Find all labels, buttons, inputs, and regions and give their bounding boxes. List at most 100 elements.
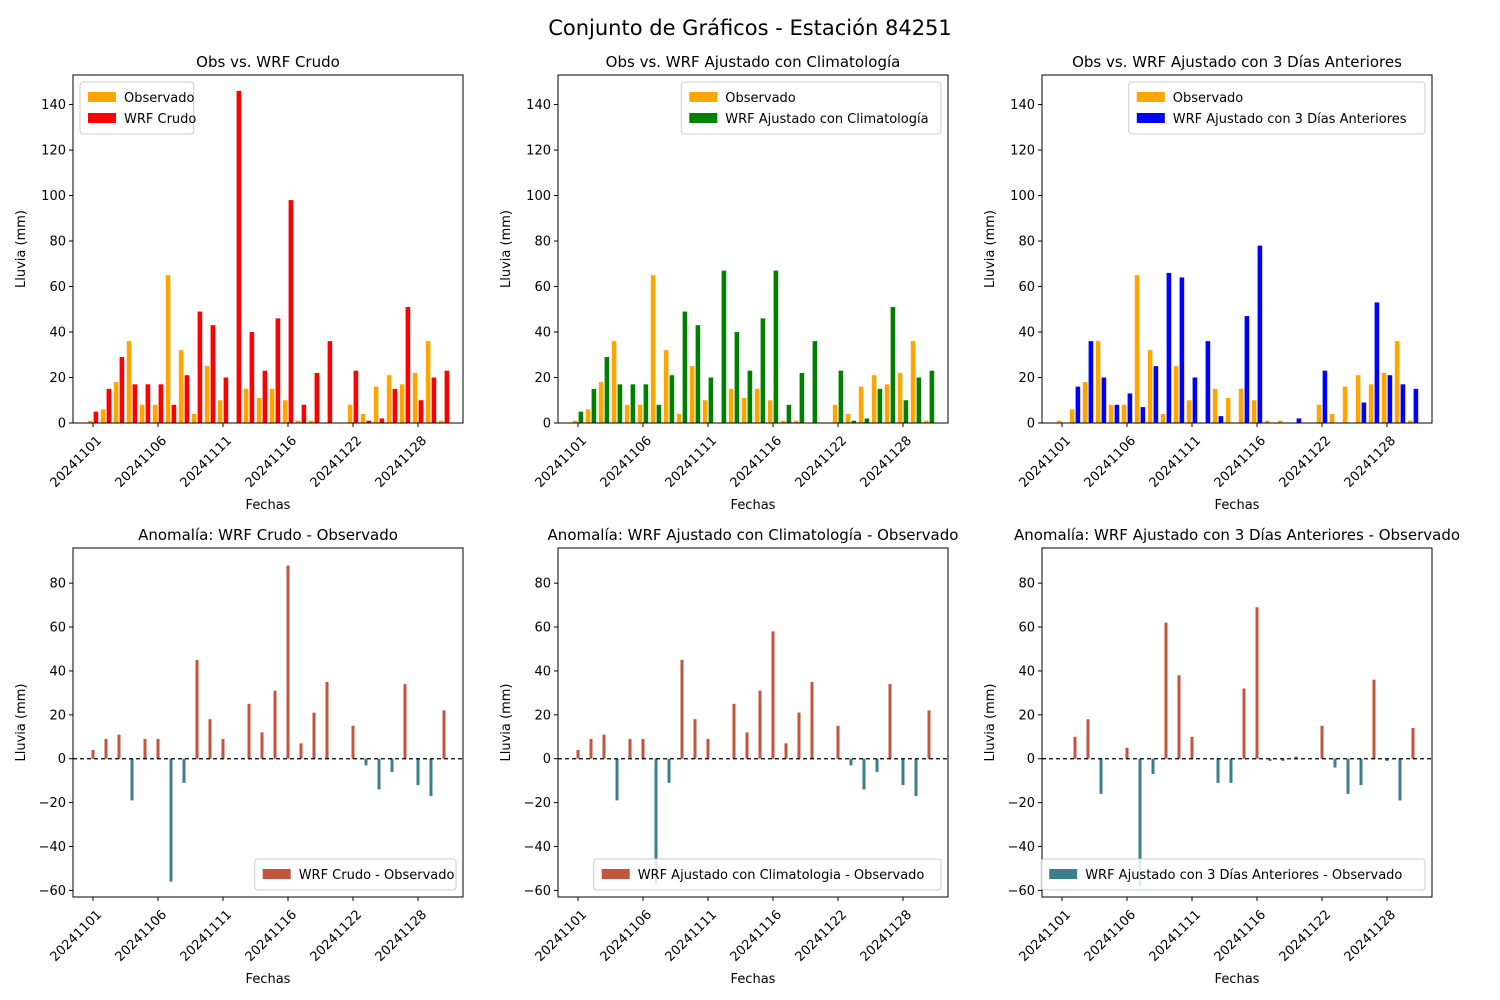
bar-wrf	[812, 341, 818, 423]
y-tick-label: 80	[1018, 235, 1035, 250]
bar-wrf	[578, 411, 584, 423]
bar-anomaly	[1320, 725, 1324, 759]
bar-anomaly	[325, 681, 329, 759]
x-tick-label: 20241128	[373, 433, 430, 490]
bar-wrf	[695, 325, 701, 423]
bar-anomaly	[1398, 758, 1402, 801]
bar-observado	[113, 382, 119, 423]
bar-observado	[282, 400, 288, 423]
bar-anomaly	[403, 684, 407, 759]
y-tick-label: −20	[524, 796, 551, 811]
bar-anomaly	[377, 758, 381, 790]
legend: Observado WRF Ajustado con Climatología	[680, 81, 942, 135]
bar-observado	[386, 375, 392, 423]
bar-wrf	[158, 384, 164, 423]
legend-label: WRF Ajustado con 3 Días Anteriores	[1173, 112, 1407, 127]
subplot-6: Anomalía: WRF Ajustado con 3 Días Anteri…	[983, 526, 1460, 987]
legend: Observado WRF Crudo	[79, 81, 196, 135]
y-tick-label: 80	[534, 235, 551, 250]
y-axis-label: Lluvia (mm)	[14, 684, 29, 762]
y-tick-label: 140	[1010, 98, 1035, 113]
x-tick-label: 20241116	[243, 433, 300, 490]
y-tick-label: 40	[49, 664, 66, 679]
bar-wrf	[1387, 375, 1393, 423]
bar-anomaly	[1333, 758, 1337, 768]
bar-wrf	[1127, 393, 1133, 423]
bar-observado	[637, 404, 643, 423]
y-tick-label: 120	[526, 144, 551, 159]
subplot-5: Anomalía: WRF Ajustado con Climatología …	[499, 526, 958, 987]
subplot-title: Obs vs. WRF Ajustado con Climatología	[606, 53, 901, 71]
x-axis-label: Fechas	[731, 972, 776, 987]
y-tick-label: 20	[534, 708, 551, 723]
bar-observado	[1238, 388, 1244, 423]
bar-observado	[1212, 388, 1218, 423]
bar-observado	[360, 413, 366, 423]
x-tick-label: 20241122	[308, 907, 365, 964]
bar-wrf	[1257, 245, 1263, 423]
x-axis-label: Fechas	[731, 498, 776, 513]
bar-observado	[845, 413, 851, 423]
bar-anomaly	[1164, 622, 1168, 759]
y-tick-label: 60	[49, 280, 66, 295]
bar-observado	[204, 366, 210, 423]
axes-frame	[72, 74, 464, 424]
bar-wrf	[604, 357, 610, 423]
y-tick-label: 20	[49, 371, 66, 386]
bar-observado	[1368, 384, 1374, 423]
bar-observado	[399, 384, 405, 423]
y-tick-label: 0	[58, 752, 66, 767]
legend-label: Observado	[124, 91, 195, 106]
bar-anomaly	[1138, 758, 1142, 887]
y-tick-label: −20	[1008, 796, 1035, 811]
bar-observado	[256, 397, 262, 423]
x-tick-label: 20241101	[533, 433, 590, 490]
bar-observado	[572, 420, 578, 423]
legend-swatch	[601, 869, 630, 879]
bar-observado	[1069, 409, 1075, 423]
legend: WRF Ajustado con 3 Días Anteriores - Obs…	[1040, 858, 1426, 891]
legend: WRF Ajustado con Climatologia - Observad…	[593, 858, 942, 891]
y-tick-label: 100	[526, 189, 551, 204]
bar-observado	[910, 341, 916, 423]
bar-wrf	[877, 388, 883, 423]
bar-wrf	[851, 420, 857, 423]
bar-anomaly	[914, 758, 918, 797]
bar-wrf	[1179, 277, 1185, 423]
bar-observado	[1082, 382, 1088, 423]
legend-label: Observado	[725, 91, 796, 106]
subplot-title: Anomalía: WRF Ajustado con 3 Días Anteri…	[1014, 526, 1460, 544]
y-tick-label: 20	[534, 371, 551, 386]
legend-label: WRF Crudo	[124, 112, 196, 127]
bar-anomaly	[442, 710, 446, 759]
legend: Observado WRF Ajustado con 3 Días Anterio…	[1128, 81, 1426, 135]
bar-observado	[1108, 404, 1114, 423]
x-tick-label: 20241106	[1082, 433, 1139, 490]
bar-observado	[767, 400, 773, 423]
bar-observado	[165, 275, 171, 423]
bar-wrf	[288, 200, 294, 423]
x-tick-label: 20241128	[373, 907, 430, 964]
y-tick-label: 20	[49, 708, 66, 723]
bar-anomaly	[1086, 719, 1090, 759]
bar-wrf	[1101, 377, 1107, 423]
bar-wrf	[1192, 377, 1198, 423]
bar-anomaly	[1229, 758, 1233, 783]
bar-anomaly	[1294, 756, 1298, 759]
bar-anomaly	[117, 734, 121, 759]
y-axis-label: Lluvia (mm)	[983, 684, 998, 762]
axes-frame	[557, 74, 949, 424]
bar-observado	[191, 413, 197, 423]
x-tick-label: 20241111	[663, 907, 720, 964]
bar-wrf	[838, 370, 844, 423]
bar-wrf	[431, 377, 437, 423]
bar-wrf	[405, 307, 411, 423]
x-axis-label: Fechas	[1215, 972, 1260, 987]
bar-anomaly	[576, 749, 580, 759]
axes-frame	[1041, 74, 1433, 424]
x-tick-label: 20241116	[728, 907, 785, 964]
axes-frame	[72, 547, 464, 898]
bar-anomaly	[286, 565, 290, 759]
bar-wrf	[1166, 272, 1172, 423]
bar-observado	[598, 382, 604, 423]
